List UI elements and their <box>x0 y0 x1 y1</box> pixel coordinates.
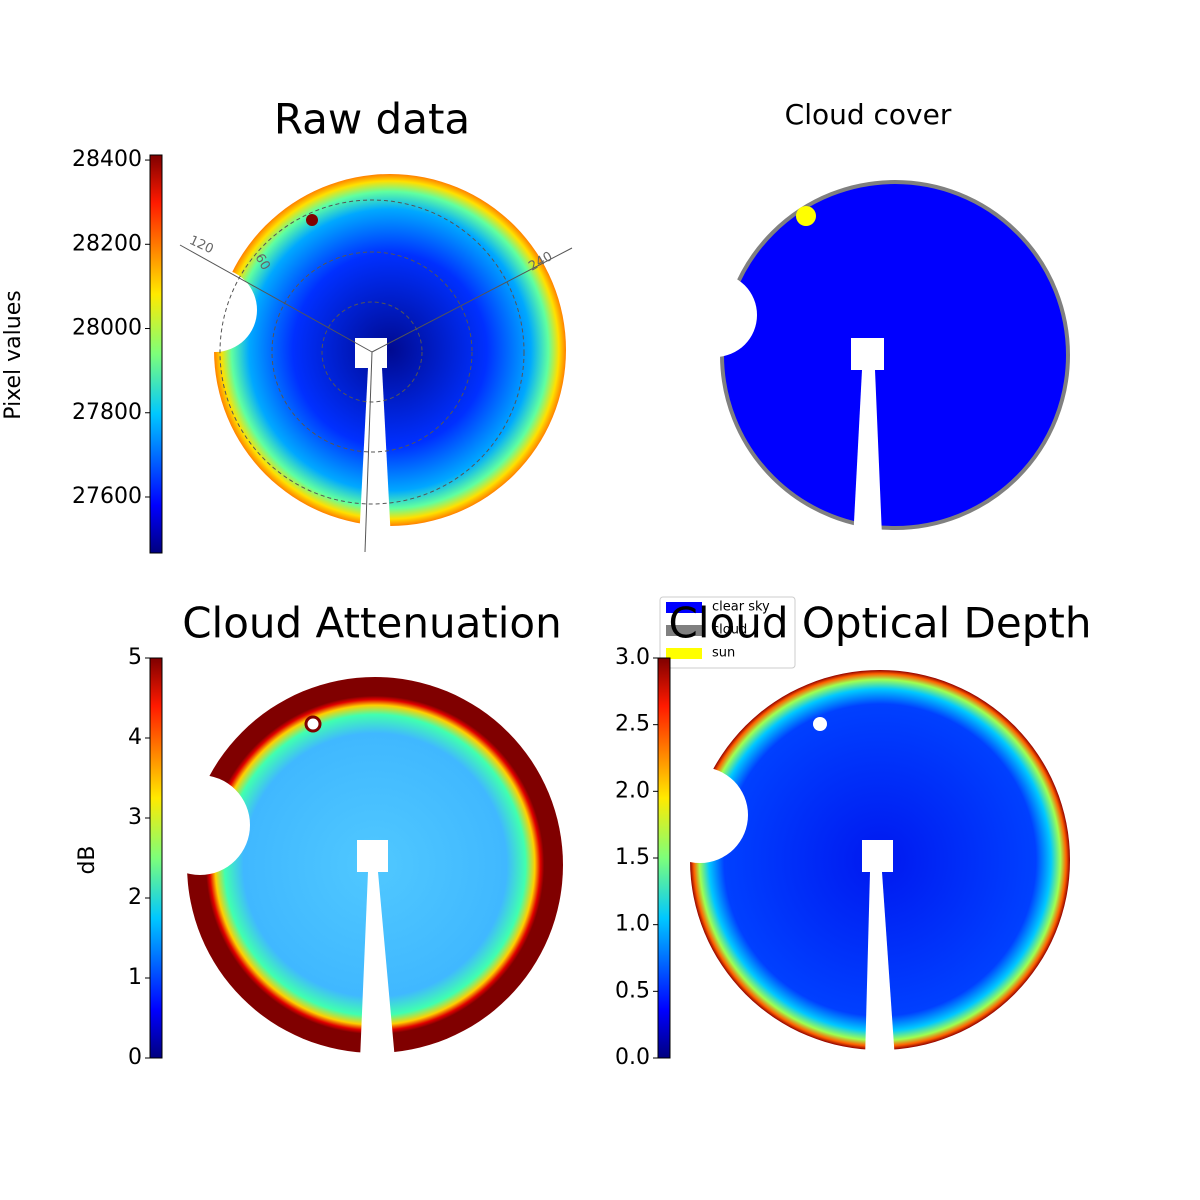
colorbar <box>657 657 671 1059</box>
panel-title: Raw data <box>274 95 470 144</box>
legend-label: cloud <box>712 623 747 638</box>
tick-label: 28400 <box>72 147 142 172</box>
tick-label: 1.0 <box>615 912 650 937</box>
tick-label: 27800 <box>72 400 142 425</box>
colorbar-label: dB <box>75 845 100 874</box>
legend-swatch <box>666 602 702 613</box>
tick-label: 4 <box>128 725 142 750</box>
colorbar <box>149 657 163 1059</box>
tick-label: 2.5 <box>615 712 650 737</box>
tick-label: 28200 <box>72 231 142 256</box>
tick-label: 0.0 <box>615 1045 650 1070</box>
sky-image <box>150 174 1070 1060</box>
legend-swatch <box>666 625 702 636</box>
tick-label: 28000 <box>72 316 142 341</box>
legend-label: sun <box>712 646 735 661</box>
tick-label: 5 <box>128 645 142 670</box>
polar-label: 60 <box>252 251 273 273</box>
colorbar <box>149 154 163 554</box>
tick-label: 2.0 <box>615 778 650 803</box>
panel-title: Cloud cover <box>785 98 952 131</box>
tick-label: 1 <box>128 965 142 990</box>
tick-label: 2 <box>128 885 142 910</box>
tick-label: 0.5 <box>615 978 650 1003</box>
tick-label: 3 <box>128 805 142 830</box>
colorbar-label: Pixel values <box>1 290 26 419</box>
panel-title: Cloud Attenuation <box>182 599 562 648</box>
tick-label: 27600 <box>72 484 142 509</box>
legend-label: clear sky <box>712 600 770 615</box>
panel-title: Cloud Optical Depth <box>669 599 1092 648</box>
tick-label: 1.5 <box>615 845 650 870</box>
tick-label: 3.0 <box>615 645 650 670</box>
polar-label: 120 <box>187 233 216 257</box>
legend-swatch <box>666 648 702 659</box>
tick-label: 0 <box>128 1045 142 1070</box>
